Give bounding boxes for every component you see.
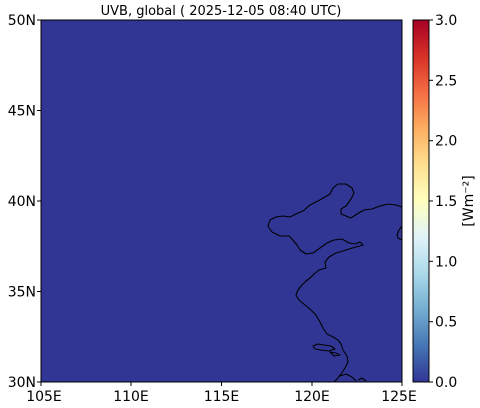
colorbar-tick-label: 2.0	[435, 134, 457, 150]
coastline	[267, 183, 402, 382]
colorbar-tick-label: 1.5	[435, 194, 457, 210]
colorbar-tick-label: 2.5	[435, 73, 457, 89]
x-tick-label: 125E	[381, 389, 417, 405]
x-tick-label: 110E	[113, 389, 149, 405]
y-axis: 50N 45N 40N 35N 30N	[8, 13, 41, 391]
uvb-field	[41, 20, 402, 382]
x-tick-label: 115E	[204, 389, 240, 405]
x-tick-label: 105E	[26, 389, 62, 405]
colorbar-tick-label: 1.0	[435, 254, 457, 270]
colorbar-tick-label: 3.0	[435, 13, 457, 29]
y-tick-label: 50N	[8, 13, 36, 29]
y-tick-label: 30N	[8, 375, 36, 391]
colorbar-tick-label: 0.0	[435, 375, 457, 391]
y-tick-label: 45N	[8, 104, 36, 120]
colorbar	[412, 19, 430, 383]
y-tick-label: 40N	[8, 194, 36, 210]
colorbar-label: [Wm⁻²]	[461, 175, 477, 226]
map-title: UVB, global ( 2025-12-05 08:40 UTC)	[101, 4, 342, 19]
x-tick-label: 120E	[294, 389, 330, 405]
y-tick-label: 35N	[8, 285, 36, 301]
colorbar-tick-label: 0.5	[435, 315, 457, 331]
x-axis: 105E 110E 115E 120E 125E	[26, 382, 417, 405]
colorbar-ticks: 3.0 2.5 2.0 1.5 1.0 0.5 0.0	[429, 13, 457, 391]
